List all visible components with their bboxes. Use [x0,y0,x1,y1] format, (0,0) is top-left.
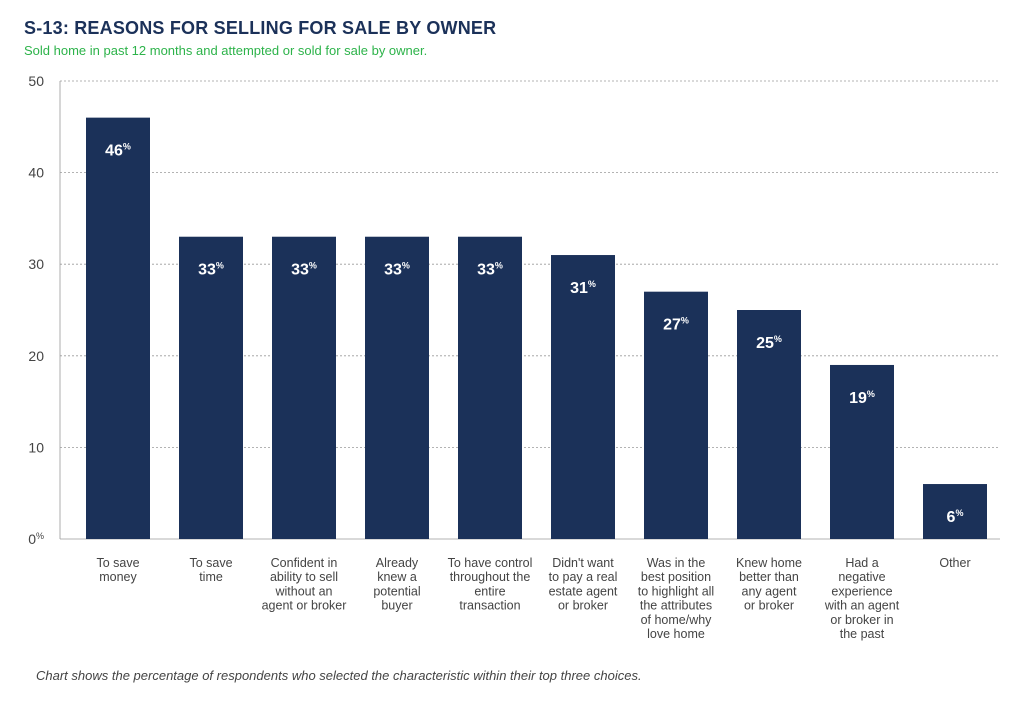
bars: 46%33% 33% 33% 33%31%27%25%19%6% [86,117,987,540]
category-label-1: To save money [96,556,139,584]
y-axis: 0% 10 20 30 40 50 [28,73,61,547]
y-tick-label-30: 30 [28,256,44,272]
bar-3 [272,236,336,539]
bar-9 [830,364,894,539]
y-tick-label-40: 40 [28,165,44,181]
bar-2 [179,236,243,539]
category-label-9: Had a negative experience with an agent or b… [824,556,900,641]
category-label-3: Confident in ability to sell without an age… [262,556,347,613]
y-tick-label-20: 20 [28,348,44,364]
bar-4 [365,236,429,539]
category-label-2: To save time [189,556,232,584]
y-tick-label-0: 0% [28,531,44,547]
bar-8 [737,310,801,539]
bar-10 [923,484,987,539]
y-tick-label-10: 10 [28,439,44,455]
category-label-5: To have control throughout the entire trans… [448,556,533,613]
bar-1 [86,117,150,539]
chart-title: S-13: REASONS FOR SELLING FOR SALE BY OW… [24,18,497,38]
category-label-7: Was in the best position to highlight all t… [638,556,714,641]
category-label-8: Knew home better than any agent or broker [736,556,802,613]
bar-6 [551,255,615,540]
chart-subtitle: Sold home in past 12 months and attempte… [24,43,428,58]
bar-7 [644,291,708,539]
bar-5 [458,236,522,539]
category-label-6: Didn't want to pay a real estate agent or b… [549,556,618,613]
category-labels: To save money To save time Confident in abili… [96,556,970,641]
y-tick-label-50: 50 [28,73,44,89]
chart-footnote: Chart shows the percentage of respondent… [36,668,642,683]
category-label-10: Other [939,556,970,570]
category-label-4: Already knew a potential buyer [373,556,420,613]
